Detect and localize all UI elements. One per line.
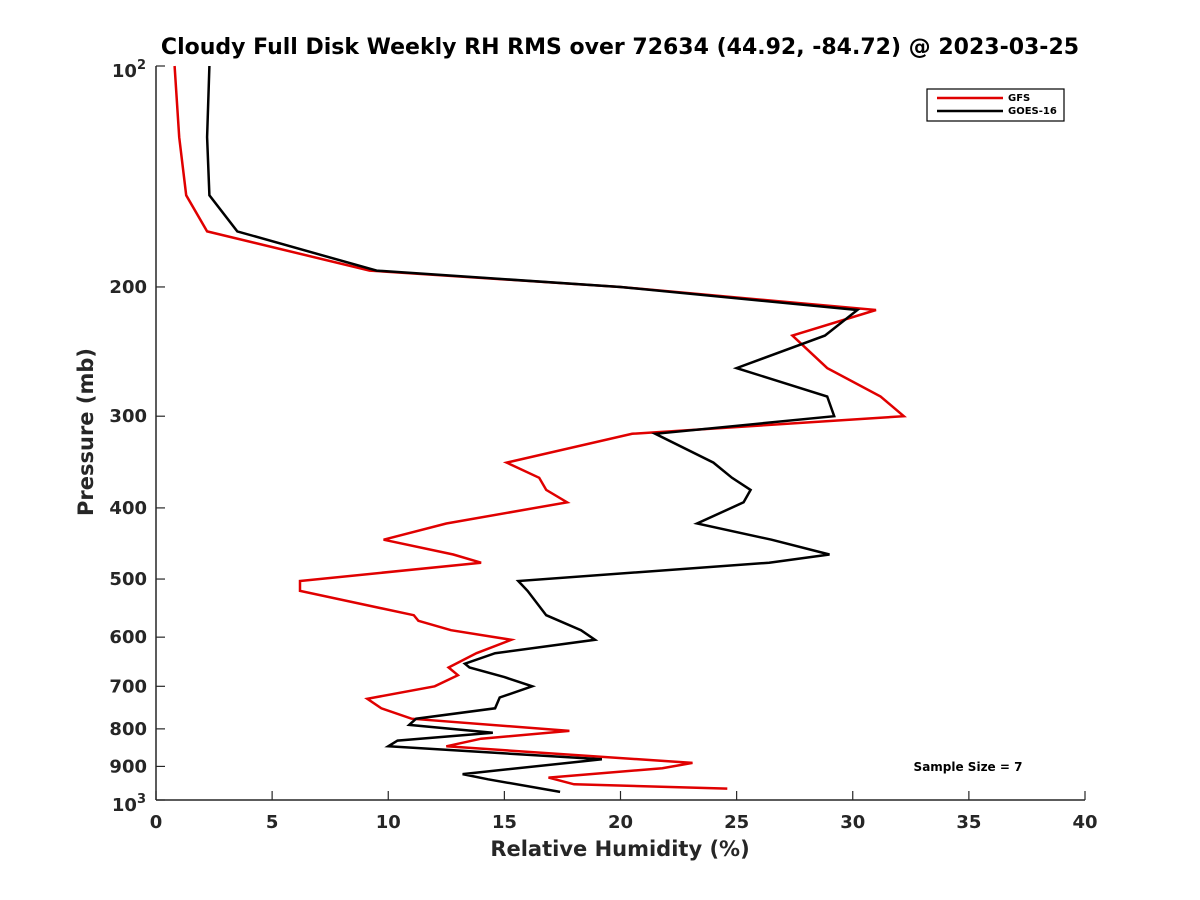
x-tick-label-0: 0 (150, 812, 163, 833)
y-tick-label-700: 700 (109, 676, 147, 697)
sample-size-annotation: Sample Size = 7 (914, 760, 1023, 774)
series-line-gfs (173, 65, 907, 790)
y-tick-label-300: 300 (109, 406, 147, 427)
legend: GFS GOES-16 (926, 88, 1065, 122)
x-tick-label-25: 25 (724, 812, 749, 833)
x-tick-label-30: 30 (840, 812, 865, 833)
y-tick-label-600: 600 (109, 627, 147, 648)
legend-box (926, 88, 1065, 122)
x-tick-label-40: 40 (1072, 812, 1097, 833)
chart-title: Cloudy Full Disk Weekly RH RMS over 7263… (161, 35, 1079, 60)
y-tick-label-1000: 103 (112, 792, 146, 816)
x-axis-label: Relative Humidity (%) (490, 837, 749, 861)
y-tick-label-100: 102 (112, 58, 146, 82)
legend-label-goes-16: GOES-16 (1008, 106, 1057, 117)
x-tick-label-15: 15 (492, 812, 517, 833)
y-tick-label-400: 400 (109, 498, 147, 519)
x-tick-label-20: 20 (608, 812, 633, 833)
y-tick-label-500: 500 (109, 569, 147, 590)
x-tick-label-10: 10 (376, 812, 401, 833)
x-tick-label-5: 5 (266, 812, 279, 833)
y-axis-label: Pressure (mb) (74, 348, 98, 516)
y-tick-label-200: 200 (109, 277, 147, 298)
legend-label-gfs: GFS (1008, 93, 1030, 104)
y-tick-label-800: 800 (109, 719, 147, 740)
series-line-goes-16 (205, 65, 861, 794)
y-tick-label-900: 900 (109, 756, 147, 777)
x-tick-label-35: 35 (956, 812, 981, 833)
plot-area: 0 5 10 15 20 25 30 35 40 200 300 400 500 600 700 800 900… (109, 58, 1097, 833)
